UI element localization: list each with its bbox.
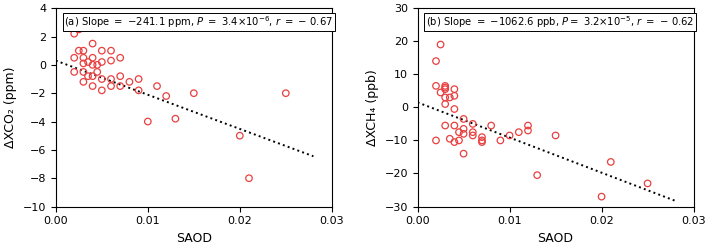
Point [91, 70, 103, 74]
Point [96, 49, 107, 53]
Point [444, 137, 456, 141]
Point [435, 90, 446, 94]
Point [458, 152, 469, 156]
Point [531, 173, 543, 177]
Point [449, 94, 460, 98]
Point [243, 176, 255, 180]
Point [596, 195, 608, 199]
Point [435, 43, 446, 47]
Point [431, 59, 442, 63]
Point [73, 49, 84, 53]
Point [151, 84, 163, 88]
Point [439, 95, 451, 99]
Point [453, 138, 464, 142]
Point [439, 102, 451, 106]
Point [105, 59, 117, 62]
Point [73, 27, 84, 31]
Point [78, 80, 89, 84]
Point [114, 56, 126, 60]
Point [476, 138, 487, 142]
Point [78, 70, 89, 74]
Point [78, 49, 89, 53]
Point [87, 42, 99, 46]
Point [476, 140, 487, 144]
Point [87, 56, 99, 60]
Point [68, 32, 80, 36]
Point [439, 124, 451, 127]
Point [170, 117, 181, 121]
Point [485, 124, 497, 127]
Point [105, 77, 117, 81]
Point [522, 124, 534, 127]
Point [133, 88, 145, 92]
Point [82, 74, 94, 78]
X-axis label: SAOD: SAOD [176, 232, 212, 245]
Point [439, 87, 451, 91]
Point [96, 88, 107, 92]
Point [96, 77, 107, 81]
Point [467, 130, 479, 134]
Point [142, 120, 153, 124]
Point [439, 85, 451, 89]
Point [87, 74, 99, 78]
Point [431, 138, 442, 142]
Point [161, 94, 172, 98]
Point [522, 128, 534, 132]
Point [605, 160, 616, 164]
Point [449, 140, 460, 144]
Point [114, 74, 126, 78]
Point [431, 84, 442, 88]
Point [458, 132, 469, 136]
Point [449, 107, 460, 111]
Point [68, 70, 80, 74]
Point [78, 56, 89, 60]
Point [476, 135, 487, 139]
Point [467, 122, 479, 126]
Point [91, 63, 103, 67]
Point [234, 134, 246, 138]
Point [114, 84, 126, 88]
Point [458, 117, 469, 121]
Point [495, 138, 506, 142]
Point [133, 77, 145, 81]
Point [188, 91, 199, 95]
Point [513, 130, 525, 134]
Point [550, 133, 562, 137]
Point [105, 49, 117, 53]
Point [449, 87, 460, 91]
Point [444, 95, 456, 99]
Point [280, 91, 292, 95]
Text: (b) Slope $=$ $-$1062.6 ppb, $P$$=$ 3.2$\times$10$^{-5}$, $r$ $=$ $-$ 0.62: (b) Slope $=$ $-$1062.6 ppb, $P$$=$ 3.2$… [426, 14, 694, 30]
Point [78, 62, 89, 65]
Point [467, 133, 479, 137]
X-axis label: SAOD: SAOD [538, 232, 574, 245]
Point [105, 84, 117, 88]
Point [504, 133, 516, 137]
Point [68, 56, 80, 60]
Point [124, 80, 135, 84]
Point [453, 130, 464, 134]
Point [458, 127, 469, 131]
Point [82, 60, 94, 64]
Point [87, 84, 99, 88]
Point [439, 84, 451, 88]
Point [642, 182, 653, 186]
Point [87, 63, 99, 67]
Point [449, 124, 460, 127]
Text: (a) Slope $=$ $-$241.1 ppm, $P$ $=$ 3.4$\times$10$^{-6}$, $r$ $=$ $-$ 0.67: (a) Slope $=$ $-$241.1 ppm, $P$ $=$ 3.4$… [64, 14, 333, 30]
Y-axis label: ΔXCH₄ (ppb): ΔXCH₄ (ppb) [366, 69, 379, 146]
Y-axis label: ΔXCO₂ (ppm): ΔXCO₂ (ppm) [4, 67, 17, 148]
Point [96, 60, 107, 64]
